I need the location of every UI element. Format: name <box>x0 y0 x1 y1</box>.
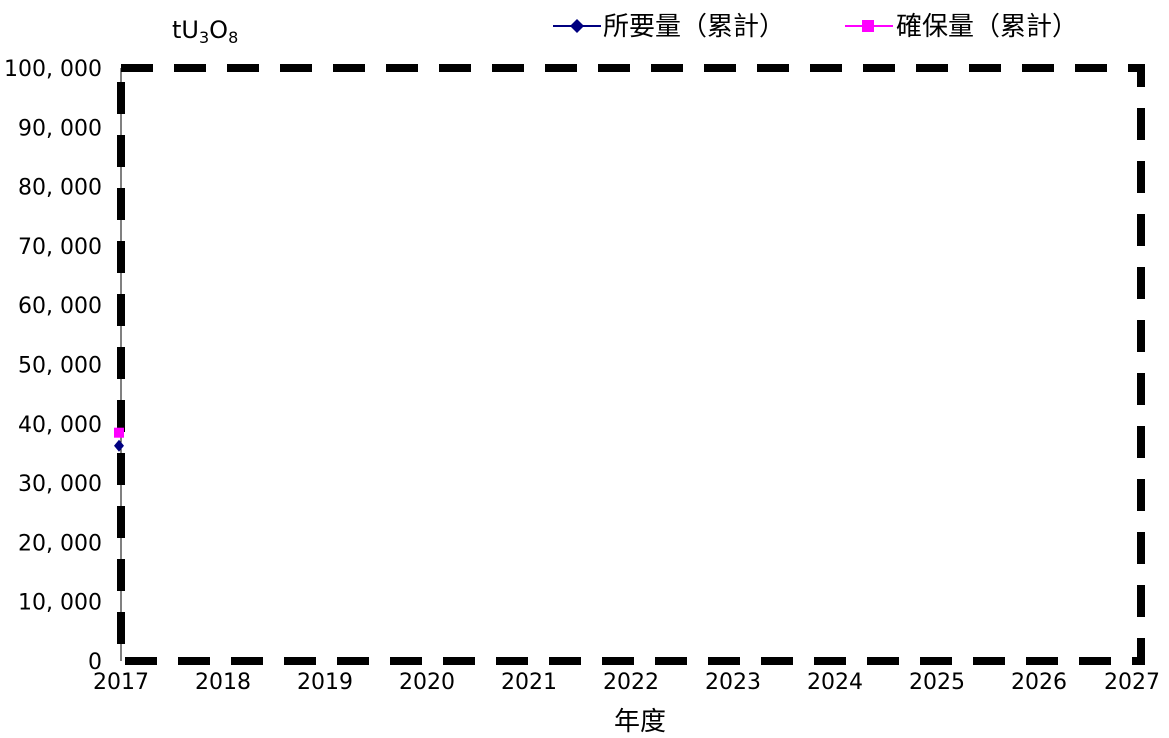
y-tick-label: 90, 000 <box>18 116 102 141</box>
requirement-data-point <box>114 439 124 452</box>
legend-item-requirement: 所要量（累計） <box>553 12 785 42</box>
plot-area-border <box>117 64 1145 665</box>
y-tick-label: 70, 000 <box>18 235 102 260</box>
x-tick-label: 2021 <box>501 670 557 695</box>
x-tick-label: 2026 <box>1011 670 1067 695</box>
series-layer <box>114 427 124 452</box>
y-tick-label: 20, 000 <box>18 531 102 556</box>
y-tick-label: 50, 000 <box>18 354 102 379</box>
y-tick-label: 80, 000 <box>18 176 102 201</box>
x-tick-label: 2027 <box>1104 670 1160 695</box>
y-tick-label: 10, 000 <box>18 591 102 616</box>
y-tick-label: 60, 000 <box>18 294 102 319</box>
x-tick-label: 2020 <box>399 670 455 695</box>
unit-label-sub1: 3 <box>199 28 209 47</box>
y-axis-ticks: 0 10, 000 20, 000 30, 000 40, 000 50, 000 60, … <box>4 57 102 675</box>
legend-requirement-diamond-icon <box>570 19 584 33</box>
y-tick-label: 40, 000 <box>18 413 102 438</box>
legend-item-secured: 確保量（累計） <box>845 12 1078 42</box>
x-tick-label: 2022 <box>603 670 659 695</box>
x-tick-label: 2017 <box>93 670 149 695</box>
unit-label-base: tU <box>172 16 199 44</box>
x-tick-label: 2023 <box>705 670 761 695</box>
y-tick-label: 0 <box>88 650 102 675</box>
legend-secured-label: 確保量（累計） <box>896 12 1078 42</box>
y-tick-label: 30, 000 <box>18 472 102 497</box>
unit-label-sub2: 8 <box>228 28 238 47</box>
x-tick-label: 2024 <box>807 670 863 695</box>
secured-data-point <box>114 427 124 438</box>
unit-label: tU3O8 <box>172 16 238 47</box>
x-axis-title: 年度 <box>614 707 666 737</box>
legend-secured-square-icon <box>862 20 874 32</box>
svg-text:tU3O8: tU3O8 <box>172 16 238 47</box>
x-tick-label: 2018 <box>195 670 251 695</box>
x-axis-ticks: 2017 2018 2019 2020 2021 2022 2023 2024 2025 2026… <box>93 670 1160 695</box>
legend: 所要量（累計） 確保量（累計） <box>553 12 1078 42</box>
x-tick-label: 2019 <box>297 670 353 695</box>
y-tick-label: 100, 000 <box>4 57 102 82</box>
x-tick-label: 2025 <box>909 670 965 695</box>
unit-label-mid: O <box>209 16 228 44</box>
legend-requirement-label: 所要量（累計） <box>603 12 785 42</box>
